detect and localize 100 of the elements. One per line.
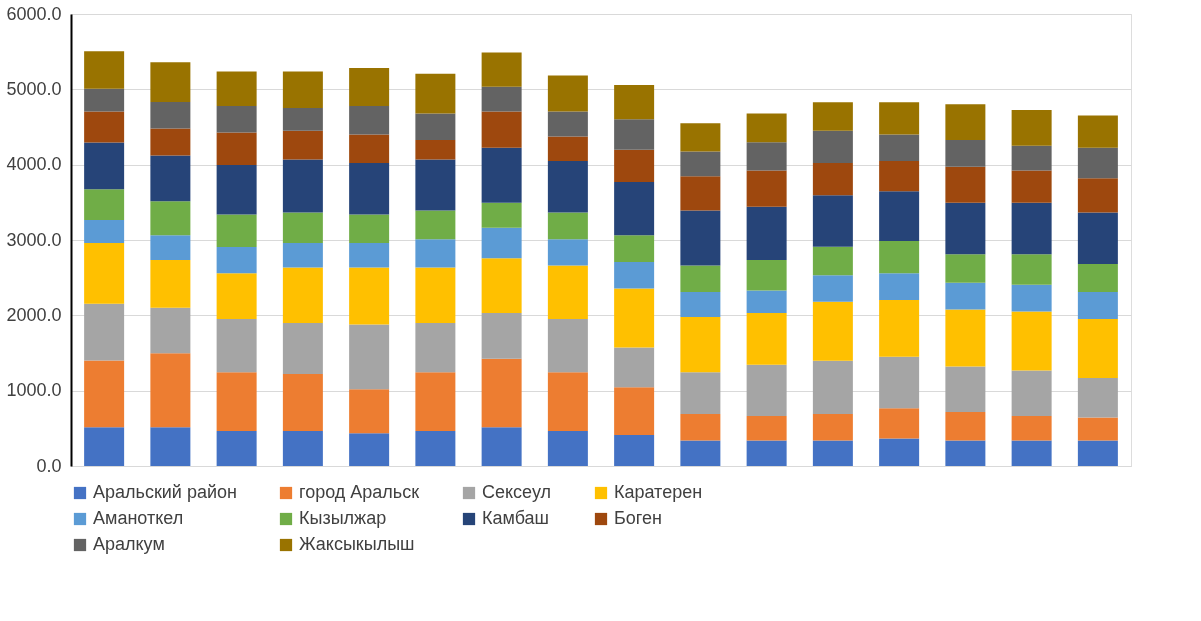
- bar: [216, 273, 257, 319]
- legend-label: Аральский район: [93, 482, 237, 502]
- bar: [879, 161, 920, 192]
- bar: [481, 313, 522, 359]
- bar: [84, 111, 125, 143]
- bar: [282, 243, 323, 268]
- bar: [216, 431, 257, 466]
- bar: [150, 62, 191, 102]
- bar: [282, 322, 323, 375]
- bar: [349, 105, 390, 135]
- bar: [1011, 284, 1052, 312]
- bar: [614, 288, 655, 348]
- bar: [746, 313, 787, 365]
- bar: [746, 290, 787, 313]
- bar: [1077, 115, 1118, 148]
- bar: [547, 111, 588, 137]
- bar: [282, 71, 323, 108]
- bar: [746, 206, 787, 260]
- bar: [415, 73, 456, 114]
- bar: [746, 415, 787, 441]
- bar: [614, 85, 655, 120]
- bar: [282, 130, 323, 160]
- bar: [481, 358, 522, 428]
- bar: [216, 214, 257, 248]
- bar: [150, 235, 191, 260]
- bar: [415, 322, 456, 373]
- bar: [415, 210, 456, 240]
- bar: [812, 163, 853, 196]
- bar: [1077, 147, 1118, 179]
- bar: [1011, 311, 1052, 371]
- bar: [945, 282, 986, 310]
- bar: [746, 259, 787, 291]
- bar: [812, 413, 853, 441]
- bar: [1077, 212, 1118, 264]
- bar: [945, 140, 986, 167]
- bar: [879, 240, 920, 274]
- bar: [216, 247, 257, 274]
- bar: [680, 265, 721, 293]
- bar: [879, 273, 920, 301]
- y-tick-label: 1000.0: [6, 380, 62, 401]
- bar: [84, 220, 125, 244]
- bar: [879, 300, 920, 357]
- bar: [84, 88, 125, 112]
- bar: [1077, 263, 1118, 293]
- bar: [282, 267, 323, 323]
- bar: [1011, 415, 1052, 441]
- bar: [812, 102, 853, 131]
- bar: [150, 155, 191, 202]
- legend-label: Боген: [614, 508, 662, 528]
- legend-label: город Аральск: [299, 482, 420, 502]
- bar: [415, 267, 456, 323]
- bar: [879, 191, 920, 241]
- bar: [216, 372, 257, 432]
- bar: [746, 170, 787, 207]
- bar: [945, 254, 986, 283]
- bar: [349, 324, 390, 390]
- bar: [879, 134, 920, 162]
- bar: [1011, 370, 1052, 416]
- bar: [481, 202, 522, 228]
- bar: [614, 149, 655, 182]
- bar: [547, 372, 588, 432]
- bar: [84, 142, 125, 190]
- legend-label: Жаксыкылыш: [299, 534, 415, 554]
- bar: [84, 51, 125, 89]
- legend-label: Камбаш: [482, 508, 550, 528]
- bar: [216, 105, 257, 133]
- legend-label: Кызылжар: [299, 508, 387, 528]
- bar: [150, 201, 191, 236]
- bar: [614, 235, 655, 262]
- bar: [84, 243, 125, 304]
- bar: [680, 123, 721, 152]
- bar: [150, 259, 191, 308]
- bar: [481, 111, 522, 148]
- bar: [415, 431, 456, 466]
- bar: [680, 316, 721, 373]
- bar: [216, 132, 257, 166]
- y-tick-label: 5000.0: [6, 78, 62, 99]
- bar: [945, 366, 986, 412]
- y-tick-label: 3000.0: [6, 229, 62, 250]
- bar: [150, 128, 191, 156]
- bar: [282, 212, 323, 244]
- bar: [945, 411, 986, 441]
- bar: [150, 307, 191, 354]
- bar: [349, 433, 390, 466]
- bar: [216, 165, 257, 215]
- bar: [812, 195, 853, 247]
- bar: [1011, 202, 1052, 255]
- bar: [282, 374, 323, 432]
- bar: [282, 431, 323, 466]
- bar: [216, 318, 257, 373]
- bar: [349, 163, 390, 215]
- bar: [282, 107, 323, 131]
- y-tick-label: 6000.0: [6, 3, 62, 24]
- bar: [812, 275, 853, 302]
- bar: [1077, 178, 1118, 213]
- bar: [812, 246, 853, 276]
- bar: [415, 140, 456, 160]
- bar: [746, 142, 787, 171]
- bar: [879, 102, 920, 135]
- bar: [945, 440, 986, 466]
